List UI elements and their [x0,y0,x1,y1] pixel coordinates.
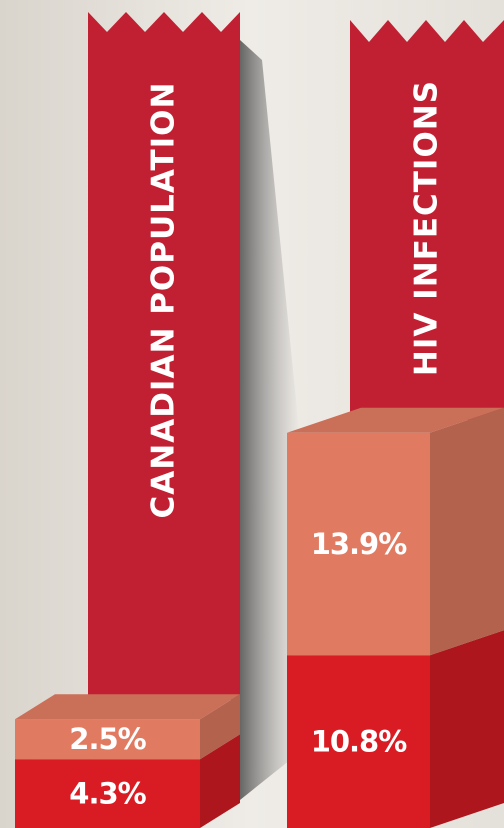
bar-top [287,407,504,433]
bar-front [15,719,200,760]
bar-front [287,432,430,656]
shadow [240,40,300,800]
bar-side [200,734,240,828]
bar-top [15,694,240,720]
bar-side [430,407,504,656]
category-label: HIV INFECTIONS [409,80,445,376]
bar-front [287,655,430,828]
value-label: 2.5% [69,722,146,756]
value-label: 10.8% [311,725,408,759]
bar-side [200,694,240,760]
ribbon [88,12,240,700]
bar-front [15,759,200,828]
ribbon [350,20,504,420]
category-label: CANADIAN POPULATION [146,82,182,519]
value-label: 4.3% [69,777,146,811]
bar-side [430,630,504,828]
value-label: 13.9% [311,527,408,561]
